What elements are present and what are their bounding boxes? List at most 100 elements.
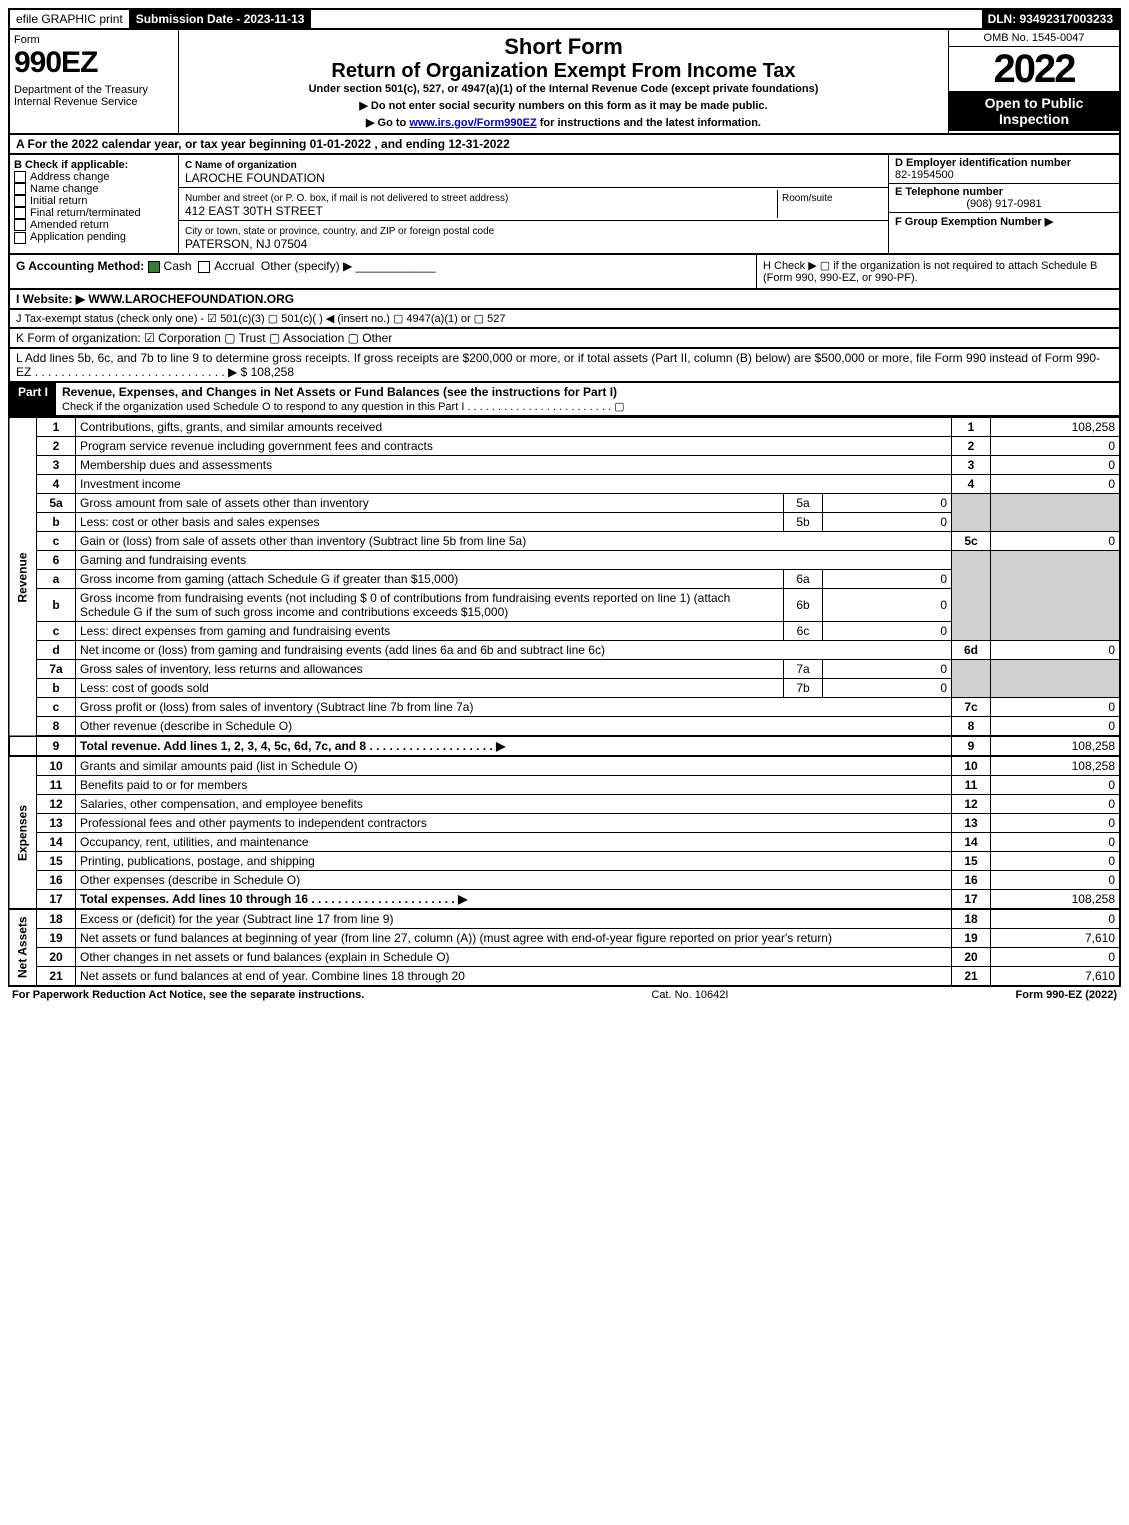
- part1-label: Part I: [10, 383, 56, 415]
- title-short-form: Short Form: [183, 34, 944, 60]
- cb-amended-return[interactable]: Amended return: [14, 219, 174, 231]
- subtitle: Under section 501(c), 527, or 4947(a)(1)…: [183, 83, 944, 95]
- org-name-cell: C Name of organization LAROCHE FOUNDATIO…: [179, 155, 888, 188]
- col-b-checkboxes: B Check if applicable: Address change Na…: [10, 155, 179, 253]
- h-schedule-b: H Check ▶ ▢ if the organization is not r…: [756, 255, 1119, 288]
- dln: DLN: 93492317003233: [982, 10, 1119, 28]
- phone-cell: E Telephone number (908) 917-0981: [889, 184, 1119, 213]
- ein-cell: D Employer identification number 82-1954…: [889, 155, 1119, 184]
- phone-value: (908) 917-0981: [895, 198, 1113, 210]
- dept-label: Department of the Treasury Internal Reve…: [14, 84, 174, 108]
- header-center: Short Form Return of Organization Exempt…: [179, 30, 948, 133]
- note-pre: ▶ Go to: [366, 117, 409, 129]
- city-label: City or town, state or province, country…: [185, 226, 494, 237]
- org-addr-row: Number and street (or P. O. box, if mail…: [179, 188, 888, 221]
- row-9: 9Total revenue. Add lines 1, 2, 3, 4, 5c…: [9, 736, 1120, 756]
- group-exemption-cell: F Group Exemption Number ▶: [889, 213, 1119, 230]
- addr-label: Number and street (or P. O. box, if mail…: [185, 193, 508, 204]
- top-bar: efile GRAPHIC print Submission Date - 20…: [8, 8, 1121, 28]
- row-7a: 7aGross sales of inventory, less returns…: [9, 660, 1120, 679]
- footer-right: Form 990-EZ (2022): [1016, 989, 1117, 1001]
- header-right: OMB No. 1545-0047 2022 Open to Public In…: [948, 30, 1119, 133]
- col-de: D Employer identification number 82-1954…: [888, 155, 1119, 253]
- header-left: Form 990EZ Department of the Treasury In…: [10, 30, 179, 133]
- row-13: 13Professional fees and other payments t…: [9, 814, 1120, 833]
- inspection-badge: Open to Public Inspection: [949, 91, 1119, 131]
- footer-left: For Paperwork Reduction Act Notice, see …: [12, 989, 364, 1001]
- row-12: 12Salaries, other compensation, and empl…: [9, 795, 1120, 814]
- row-21: 21Net assets or fund balances at end of …: [9, 967, 1120, 987]
- note-link-row: ▶ Go to www.irs.gov/Form990EZ for instru…: [183, 116, 944, 129]
- part1-table: Revenue 1Contributions, gifts, grants, a…: [8, 417, 1121, 987]
- cb-final-return[interactable]: Final return/terminated: [14, 207, 174, 219]
- sidebar-expenses: Expenses: [9, 756, 37, 909]
- k-form-org: K Form of organization: ☑ Corporation ▢ …: [8, 329, 1121, 349]
- part1-check: Check if the organization used Schedule …: [62, 401, 625, 413]
- row-5a: 5aGross amount from sale of assets other…: [9, 494, 1120, 513]
- row-17: 17Total expenses. Add lines 10 through 1…: [9, 890, 1120, 910]
- row-3: 3Membership dues and assessments30: [9, 456, 1120, 475]
- row-14: 14Occupancy, rent, utilities, and mainte…: [9, 833, 1120, 852]
- entity-block: B Check if applicable: Address change Na…: [8, 155, 1121, 255]
- phone-label: E Telephone number: [895, 186, 1003, 198]
- form-label: Form: [14, 34, 174, 46]
- row-20: 20Other changes in net assets or fund ba…: [9, 948, 1120, 967]
- col-c-org: C Name of organization LAROCHE FOUNDATIO…: [179, 155, 888, 253]
- g-accounting: G Accounting Method: Cash Accrual Other …: [10, 255, 756, 288]
- irs-link[interactable]: www.irs.gov/Form990EZ: [409, 117, 536, 129]
- row-4: 4Investment income40: [9, 475, 1120, 494]
- lbl-other: Other (specify) ▶: [261, 259, 352, 273]
- tax-year: 2022: [949, 47, 1119, 91]
- title-main: Return of Organization Exempt From Incom…: [183, 60, 944, 83]
- cb-cash[interactable]: [148, 261, 160, 273]
- g-label: G Accounting Method:: [16, 259, 144, 273]
- cb-application-pending[interactable]: Application pending: [14, 231, 174, 243]
- row-16: 16Other expenses (describe in Schedule O…: [9, 871, 1120, 890]
- form-code: 990EZ: [14, 46, 174, 80]
- sidebar-revenue: Revenue: [9, 418, 37, 737]
- row-5c: cGain or (loss) from sale of assets othe…: [9, 532, 1120, 551]
- footer-mid: Cat. No. 10642I: [651, 989, 728, 1001]
- cb-initial-return[interactable]: Initial return: [14, 195, 174, 207]
- row-18: Net Assets 18Excess or (deficit) for the…: [9, 909, 1120, 929]
- j-tax-exempt: J Tax-exempt status (check only one) - ☑…: [8, 310, 1121, 329]
- part1-header-row: Part I Revenue, Expenses, and Changes in…: [8, 383, 1121, 417]
- section-a: A For the 2022 calendar year, or tax yea…: [8, 135, 1121, 155]
- submission-date: Submission Date - 2023-11-13: [130, 10, 312, 28]
- row-7c: cGross profit or (loss) from sales of in…: [9, 698, 1120, 717]
- lbl-cash: Cash: [164, 259, 192, 273]
- col-b-header: B Check if applicable:: [14, 159, 174, 171]
- cb-address-change[interactable]: Address change: [14, 171, 174, 183]
- row-15: 15Printing, publications, postage, and s…: [9, 852, 1120, 871]
- row-1: Revenue 1Contributions, gifts, grants, a…: [9, 418, 1120, 437]
- row-10: Expenses 10Grants and similar amounts pa…: [9, 756, 1120, 776]
- row-19: 19Net assets or fund balances at beginni…: [9, 929, 1120, 948]
- org-city: PATERSON, NJ 07504: [185, 237, 307, 251]
- cb-accrual[interactable]: [198, 261, 210, 273]
- page-footer: For Paperwork Reduction Act Notice, see …: [8, 987, 1121, 1003]
- row-11: 11Benefits paid to or for members110: [9, 776, 1120, 795]
- g-h-row: G Accounting Method: Cash Accrual Other …: [8, 255, 1121, 290]
- lbl-accrual: Accrual: [214, 259, 254, 273]
- org-city-cell: City or town, state or province, country…: [179, 221, 888, 253]
- ein-value: 82-1954500: [895, 169, 954, 181]
- row-6d: dNet income or (loss) from gaming and fu…: [9, 641, 1120, 660]
- org-name: LAROCHE FOUNDATION: [185, 171, 325, 185]
- efile-label: efile GRAPHIC print: [10, 10, 130, 28]
- cb-name-change[interactable]: Name change: [14, 183, 174, 195]
- row-8: 8Other revenue (describe in Schedule O)8…: [9, 717, 1120, 737]
- l-gross-receipts: L Add lines 5b, 6c, and 7b to line 9 to …: [8, 349, 1121, 383]
- i-website: I Website: ▶ WWW.LAROCHEFOUNDATION.ORG: [8, 290, 1121, 310]
- sidebar-netassets: Net Assets: [9, 909, 37, 986]
- ein-label: D Employer identification number: [895, 157, 1071, 169]
- note-ssn: ▶ Do not enter social security numbers o…: [183, 99, 944, 112]
- room-label: Room/suite: [782, 193, 833, 204]
- row-2: 2Program service revenue including gover…: [9, 437, 1120, 456]
- note-post: for instructions and the latest informat…: [537, 117, 761, 129]
- part1-title: Revenue, Expenses, and Changes in Net As…: [56, 383, 1119, 415]
- org-address: 412 EAST 30TH STREET: [185, 204, 323, 218]
- org-name-label: C Name of organization: [185, 160, 297, 171]
- group-exemption-label: F Group Exemption Number ▶: [895, 216, 1053, 228]
- form-header: Form 990EZ Department of the Treasury In…: [8, 28, 1121, 135]
- row-6: 6Gaming and fundraising events: [9, 551, 1120, 570]
